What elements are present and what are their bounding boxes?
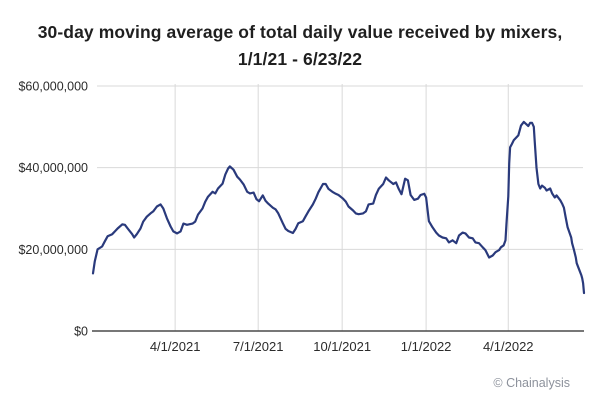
attribution-text: © Chainalysis xyxy=(493,376,570,390)
x-tick-label: 7/1/2021 xyxy=(233,339,284,354)
chart-title-line2: 1/1/21 - 6/23/22 xyxy=(237,49,363,69)
series-line xyxy=(91,120,586,295)
y-tick-label: $20,000,000 xyxy=(18,243,88,257)
x-tick-label: 10/1/2021 xyxy=(313,339,371,354)
x-tick-label: 1/1/2022 xyxy=(401,339,452,354)
y-tick-label: $60,000,000 xyxy=(18,80,88,94)
x-tick-label: 4/1/2022 xyxy=(483,339,534,354)
chart-title-line1: 30-day moving average of total daily val… xyxy=(37,22,563,42)
chart-title: 30-day moving average of total daily val… xyxy=(0,19,600,73)
y-tick-label: $40,000,000 xyxy=(18,161,88,175)
x-tick-label: 4/1/2021 xyxy=(150,339,201,354)
y-tick-label: $0 xyxy=(74,325,88,339)
